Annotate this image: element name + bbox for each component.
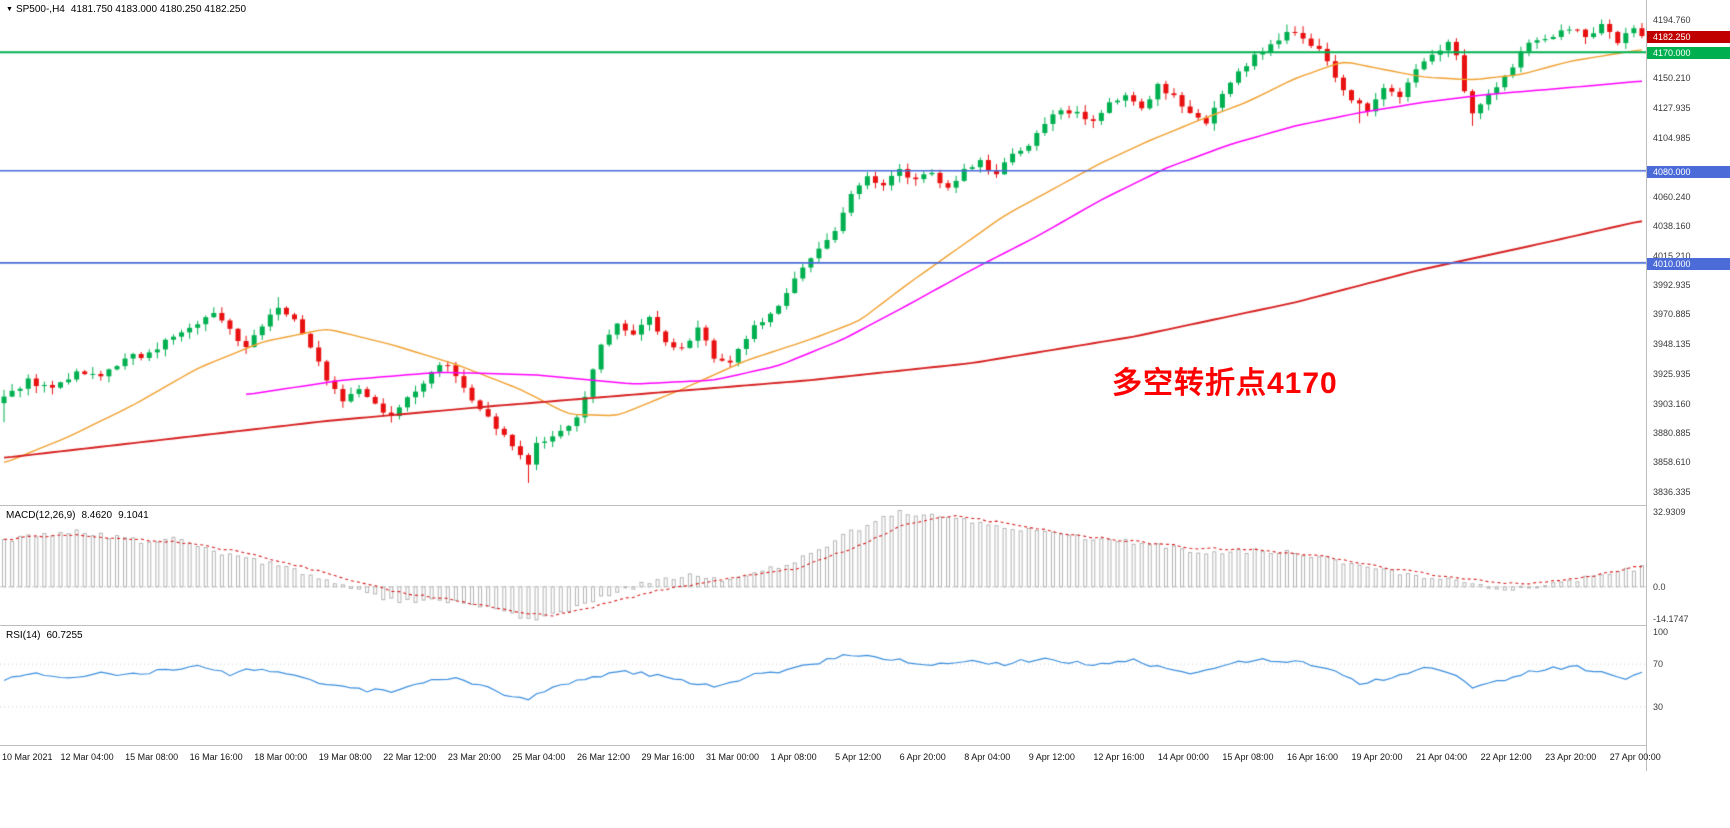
- axis-tick-label: 70: [1653, 659, 1664, 670]
- price-axis[interactable]: 4194.760 4150.210 4127.935 4104.985 4060.240…: [1646, 0, 1730, 771]
- time-axis-label: 6 Apr 20:00: [899, 752, 946, 762]
- macd-main-value: 8.4620: [81, 510, 113, 521]
- time-axis-label: 22 Mar 12:00: [383, 752, 437, 762]
- panel-separator[interactable]: [0, 745, 1646, 746]
- time-axis-label: 29 Mar 16:00: [641, 752, 695, 762]
- rsi-current-value: 60.7255: [46, 630, 83, 641]
- time-axis-label: 12 Apr 16:00: [1093, 752, 1145, 762]
- time-axis-label: 31 Mar 00:00: [706, 752, 760, 762]
- axis-tick-label: 3948.135: [1653, 339, 1691, 350]
- axis-tick-label: 0.0: [1653, 581, 1666, 592]
- axis-tick-label: 3858.610: [1653, 457, 1691, 468]
- price-level-badge: 4170.000: [1647, 47, 1730, 60]
- time-axis-label: 8 Apr 04:00: [964, 752, 1011, 762]
- axis-tick-label: 4015.210: [1653, 251, 1691, 262]
- time-axis-label: 26 Mar 12:00: [576, 752, 630, 762]
- axis-tick-label: 30: [1653, 701, 1664, 712]
- price-level-badge: 4182.250: [1647, 31, 1730, 43]
- axis-tick-label: 100: [1653, 627, 1669, 637]
- axis-tick-label: 3880.885: [1653, 427, 1691, 438]
- time-axis-label: 25 Mar 04:00: [512, 752, 566, 762]
- price-level-badge: 4080.000: [1647, 165, 1730, 178]
- chart-title: ▼ SP500-,H4 4181.750 4183.000 4180.250 418…: [6, 4, 246, 16]
- ohlc-values: 4181.750 4183.000 4180.250 4182.250: [70, 4, 247, 15]
- time-axis-label: 23 Mar 20:00: [447, 752, 501, 762]
- macd-header: MACD(12,26,9) 8.4620 9.1041: [6, 510, 149, 522]
- rsi-indicator-canvas[interactable]: [0, 626, 1646, 745]
- time-axis[interactable]: 10 Mar 2021 12 Mar 04:00 15 Mar 08:00 16 Ma…: [0, 746, 1661, 770]
- panel-separator[interactable]: [0, 625, 1646, 626]
- time-axis-label: 16 Apr 16:00: [1286, 752, 1339, 762]
- time-axis-label: 18 Mar 00:00: [254, 752, 308, 762]
- time-axis-label: 27 Apr 00:00: [1609, 752, 1661, 762]
- time-axis-label: 12 Mar 04:00: [60, 752, 114, 762]
- time-axis-label: 19 Apr 20:00: [1351, 752, 1403, 762]
- time-axis-label: 14 Apr 00:00: [1157, 752, 1209, 762]
- axis-tick-label: 3925.935: [1653, 368, 1691, 379]
- rsi-label: RSI(14): [6, 630, 41, 641]
- rsi-header: RSI(14) 60.7255: [6, 630, 83, 642]
- price-chart-canvas[interactable]: [0, 0, 1646, 505]
- chart-annotation-text: 多空转折点4170: [1112, 367, 1338, 400]
- axis-tick-label: 4060.240: [1653, 191, 1691, 202]
- axis-tick-label: -14.1747: [1653, 614, 1689, 624]
- time-axis-label: 15 Apr 08:00: [1222, 752, 1274, 762]
- axis-tick-label: 4104.985: [1653, 132, 1691, 143]
- macd-signal-value: 9.1041: [118, 510, 149, 521]
- axis-tick-label: 3992.935: [1653, 280, 1691, 291]
- axis-tick-label: 4038.160: [1653, 220, 1691, 231]
- macd-indicator-canvas[interactable]: [0, 506, 1646, 625]
- axis-tick-label: 32.9309: [1653, 507, 1686, 517]
- axis-tick-label: 3970.885: [1653, 309, 1691, 320]
- time-axis-label: 10 Mar 2021: [2, 752, 53, 762]
- time-axis-label: 1 Apr 08:00: [770, 752, 817, 762]
- time-axis-label: 9 Apr 12:00: [1028, 752, 1075, 762]
- symbol-timeframe-label: SP500-,H4: [15, 4, 65, 15]
- panel-separator[interactable]: [0, 505, 1646, 506]
- axis-tick-label: 4150.210: [1653, 73, 1691, 84]
- time-axis-label: 16 Mar 16:00: [189, 752, 243, 762]
- time-axis-label: 23 Apr 20:00: [1545, 752, 1597, 762]
- time-axis-label: 5 Apr 12:00: [835, 752, 882, 762]
- time-axis-label: 22 Apr 12:00: [1480, 752, 1532, 762]
- time-axis-label: 21 Apr 04:00: [1416, 752, 1468, 762]
- axis-tick-label: 4194.760: [1653, 14, 1691, 25]
- axis-tick-label: 4127.935: [1653, 102, 1691, 113]
- macd-label: MACD(12,26,9): [6, 510, 76, 521]
- axis-tick-label: 3836.335: [1653, 486, 1691, 497]
- time-axis-label: 19 Mar 08:00: [318, 752, 372, 762]
- axis-tick-label: 3903.160: [1653, 398, 1691, 409]
- symbol-marker-icon: ▼: [6, 6, 13, 13]
- time-axis-label: 15 Mar 08:00: [125, 752, 179, 762]
- price-level-badge: 4010.000: [1647, 257, 1730, 270]
